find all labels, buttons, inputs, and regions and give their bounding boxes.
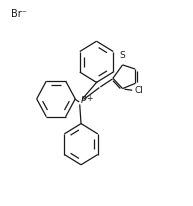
Text: Br⁻: Br⁻ <box>11 9 26 19</box>
Text: +: + <box>86 94 92 103</box>
Text: S: S <box>119 51 125 60</box>
Text: P: P <box>81 96 86 105</box>
Text: Cl: Cl <box>134 86 143 95</box>
